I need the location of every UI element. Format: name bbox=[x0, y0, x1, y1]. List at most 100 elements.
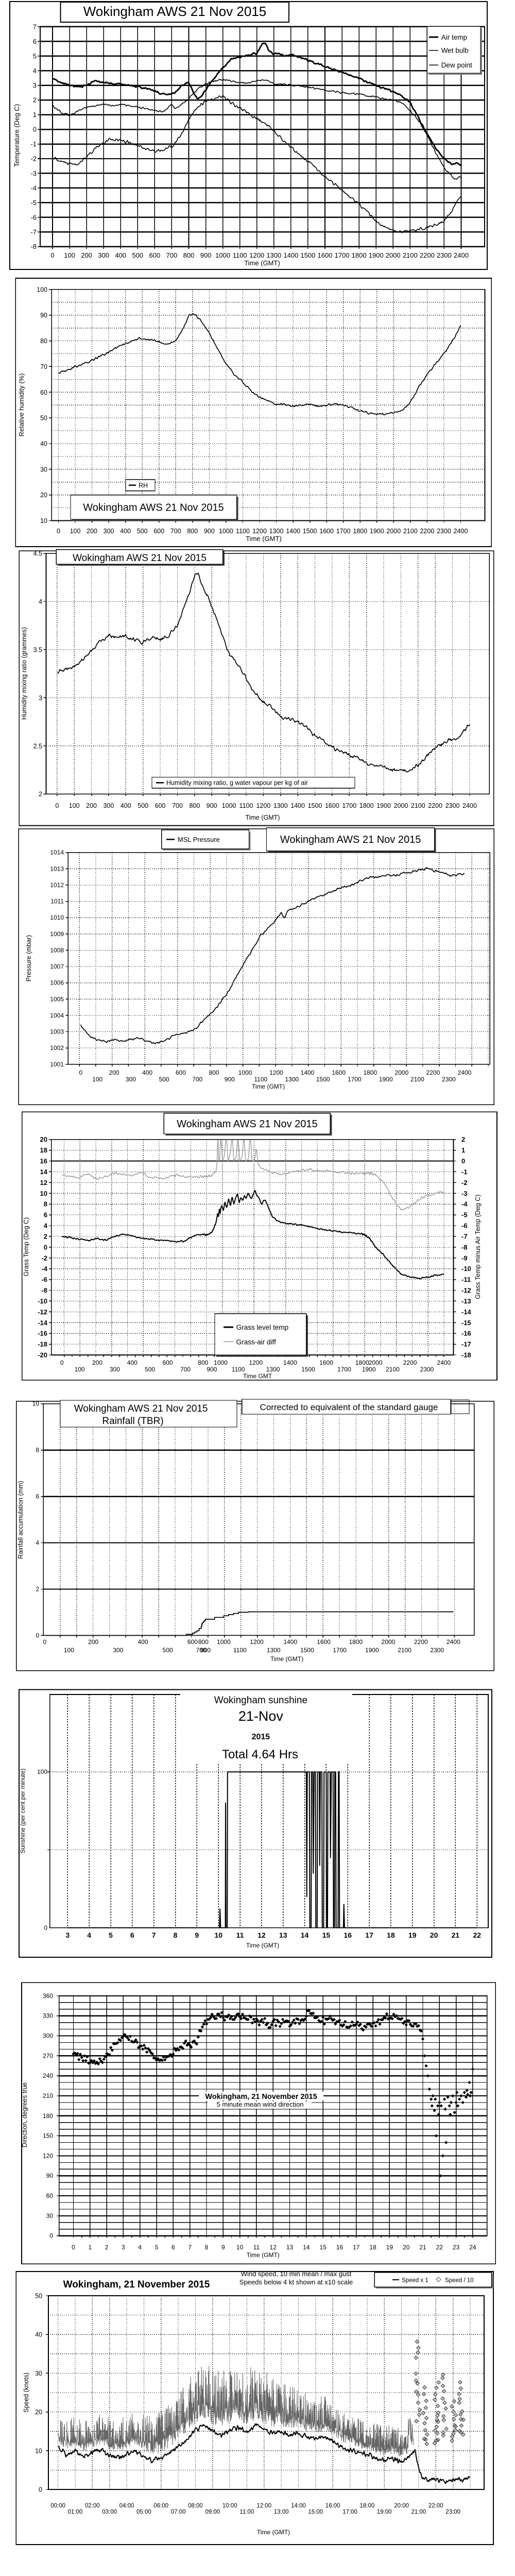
svg-text:-4: -4 bbox=[41, 1265, 47, 1273]
svg-text:1: 1 bbox=[33, 111, 37, 118]
svg-text:500: 500 bbox=[138, 802, 148, 809]
svg-text:Rainfall accumulation (mm): Rainfall accumulation (mm) bbox=[17, 1481, 24, 1558]
svg-text:1400: 1400 bbox=[290, 802, 305, 809]
svg-text:1100: 1100 bbox=[233, 251, 247, 259]
svg-text:Time (GMT): Time (GMT) bbox=[252, 1083, 285, 1090]
svg-text:Time (GMT): Time (GMT) bbox=[246, 814, 280, 821]
svg-text:1011: 1011 bbox=[50, 898, 64, 905]
svg-text:700: 700 bbox=[170, 528, 181, 535]
svg-text:500: 500 bbox=[163, 1647, 173, 1654]
svg-text:2000: 2000 bbox=[386, 251, 401, 259]
svg-text:-16: -16 bbox=[461, 1330, 471, 1337]
svg-text:0: 0 bbox=[55, 802, 59, 809]
svg-text:240: 240 bbox=[43, 2072, 53, 2079]
svg-text:1006: 1006 bbox=[50, 979, 64, 987]
svg-text:00:00: 00:00 bbox=[50, 2503, 65, 2509]
svg-text:-3: -3 bbox=[30, 170, 37, 177]
svg-text:0: 0 bbox=[39, 2486, 42, 2494]
svg-text:20: 20 bbox=[35, 2409, 42, 2416]
svg-text:60: 60 bbox=[46, 2192, 54, 2199]
svg-text:1900: 1900 bbox=[365, 1647, 379, 1654]
svg-text:Humidity mixing ratio (grammes: Humidity mixing ratio (grammes) bbox=[21, 627, 28, 720]
svg-text:Wokingham AWS 21 Nov 2015: Wokingham AWS 21 Nov 2015 bbox=[74, 1403, 208, 1414]
svg-text:700: 700 bbox=[192, 1076, 202, 1083]
svg-text:270: 270 bbox=[43, 2052, 53, 2059]
svg-text:800: 800 bbox=[183, 251, 195, 259]
svg-text:Corrected to equivalent of the: Corrected to equivalent of the standard … bbox=[260, 1402, 438, 1412]
svg-text:-16: -16 bbox=[38, 1330, 47, 1337]
svg-text:2: 2 bbox=[39, 791, 42, 798]
svg-text:6: 6 bbox=[171, 2244, 175, 2251]
svg-text:Time (GMT): Time (GMT) bbox=[247, 2251, 280, 2259]
svg-text:1001: 1001 bbox=[50, 1061, 64, 1068]
svg-text:900: 900 bbox=[207, 802, 217, 809]
svg-text:50: 50 bbox=[35, 2293, 42, 2300]
svg-text:1200: 1200 bbox=[252, 528, 267, 535]
svg-text:10: 10 bbox=[40, 517, 47, 524]
svg-text:-6: -6 bbox=[461, 1222, 468, 1230]
svg-text:-2: -2 bbox=[461, 1179, 468, 1187]
svg-text:1003: 1003 bbox=[50, 1028, 64, 1036]
svg-text:Time GMT: Time GMT bbox=[243, 1372, 272, 1380]
svg-text:7: 7 bbox=[152, 1931, 156, 1939]
svg-text:1800: 1800 bbox=[355, 1359, 369, 1366]
svg-text:200: 200 bbox=[92, 1359, 102, 1366]
svg-text:19:00: 19:00 bbox=[377, 2509, 392, 2515]
svg-text:400: 400 bbox=[120, 528, 131, 535]
svg-text:6: 6 bbox=[36, 1493, 39, 1500]
svg-text:1200: 1200 bbox=[249, 251, 264, 259]
svg-text:-6: -6 bbox=[30, 213, 37, 221]
svg-text:300: 300 bbox=[110, 1366, 120, 1373]
svg-text:600: 600 bbox=[187, 1638, 198, 1646]
svg-text:11:00: 11:00 bbox=[239, 2509, 254, 2515]
svg-text:18: 18 bbox=[40, 1146, 47, 1154]
svg-text:3: 3 bbox=[122, 2244, 125, 2251]
svg-text:100: 100 bbox=[70, 528, 81, 535]
svg-text:5: 5 bbox=[33, 52, 37, 60]
svg-text:Speed (knots): Speed (knots) bbox=[23, 2372, 30, 2413]
svg-text:1600: 1600 bbox=[319, 528, 334, 535]
svg-text:90: 90 bbox=[46, 2172, 54, 2179]
svg-text:Wokingham AWS 21 Nov 2015: Wokingham AWS 21 Nov 2015 bbox=[73, 553, 207, 564]
svg-text:-13: -13 bbox=[461, 1297, 471, 1305]
svg-text:10: 10 bbox=[35, 2447, 42, 2454]
svg-text:30: 30 bbox=[40, 466, 47, 473]
svg-text:300: 300 bbox=[104, 528, 114, 535]
svg-text:2: 2 bbox=[461, 1136, 465, 1143]
svg-text:2: 2 bbox=[36, 1586, 39, 1593]
svg-text:2300: 2300 bbox=[442, 1076, 456, 1083]
svg-text:Time (GMT): Time (GMT) bbox=[246, 535, 282, 543]
svg-text:40: 40 bbox=[35, 2331, 42, 2338]
svg-text:12:00: 12:00 bbox=[256, 2503, 271, 2509]
svg-text:1009: 1009 bbox=[50, 930, 64, 938]
svg-text:19: 19 bbox=[386, 2244, 393, 2251]
svg-text:3.5: 3.5 bbox=[33, 646, 42, 653]
svg-text:Wind speed, 10 min mean / max: Wind speed, 10 min mean / max gust bbox=[241, 2270, 352, 2278]
svg-text:1010: 1010 bbox=[50, 914, 64, 921]
svg-text:06:00: 06:00 bbox=[153, 2503, 168, 2509]
svg-text:13: 13 bbox=[279, 1931, 287, 1939]
svg-text:600: 600 bbox=[149, 251, 161, 259]
svg-text:2100: 2100 bbox=[403, 251, 418, 259]
svg-text:10: 10 bbox=[214, 1931, 222, 1939]
svg-text:1300: 1300 bbox=[273, 802, 288, 809]
svg-text:8: 8 bbox=[44, 1200, 47, 1208]
svg-text:7: 7 bbox=[188, 2244, 192, 2251]
svg-text:Dew point: Dew point bbox=[441, 61, 472, 69]
svg-text:0: 0 bbox=[72, 2244, 75, 2251]
svg-text:120: 120 bbox=[43, 2152, 53, 2159]
svg-text:200: 200 bbox=[81, 251, 92, 259]
svg-text:20: 20 bbox=[430, 1931, 438, 1939]
svg-text:330: 330 bbox=[43, 2012, 53, 2020]
svg-text:15: 15 bbox=[320, 2244, 327, 2251]
svg-text:70: 70 bbox=[40, 363, 47, 370]
svg-text:1400: 1400 bbox=[283, 251, 298, 259]
svg-text:1600: 1600 bbox=[318, 251, 333, 259]
svg-text:-3: -3 bbox=[461, 1190, 468, 1197]
svg-text:2: 2 bbox=[105, 2244, 109, 2251]
svg-text:-9: -9 bbox=[461, 1254, 468, 1262]
svg-text:1700: 1700 bbox=[336, 528, 351, 535]
svg-text:23: 23 bbox=[453, 2244, 460, 2251]
svg-text:-11: -11 bbox=[461, 1276, 471, 1283]
svg-text:1200: 1200 bbox=[256, 802, 270, 809]
